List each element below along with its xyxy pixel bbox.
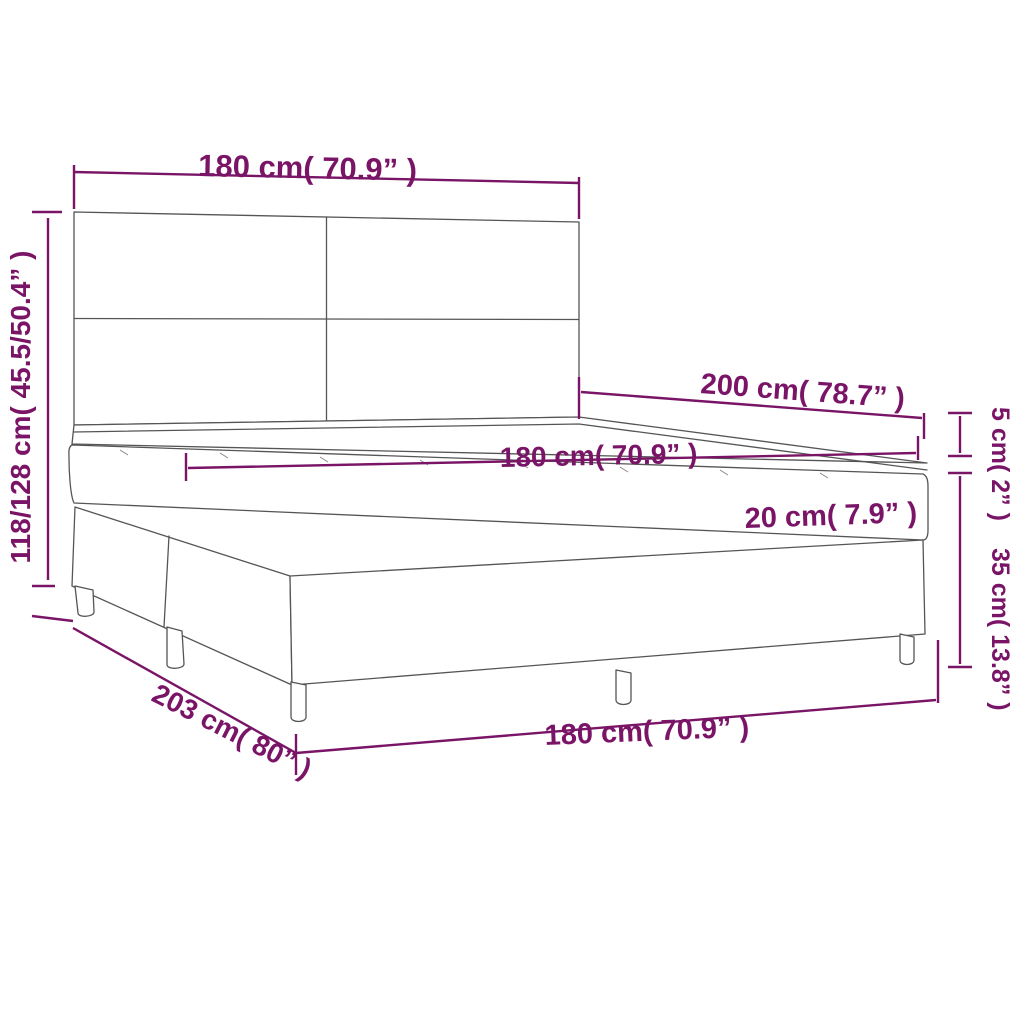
svg-text:180 cm( 70.9” ): 180 cm( 70.9” ): [499, 438, 697, 473]
svg-text:20 cm( 7.9” ): 20 cm( 7.9” ): [744, 497, 917, 535]
svg-text:180 cm( 70.9” ): 180 cm( 70.9” ): [198, 148, 418, 188]
svg-text:118/128 cm( 45.5/50.4” ): 118/128 cm( 45.5/50.4” ): [5, 251, 36, 564]
svg-text:5 cm( 2” ): 5 cm( 2” ): [986, 407, 1014, 521]
svg-text:35 cm( 13.8” ): 35 cm( 13.8” ): [986, 548, 1014, 711]
